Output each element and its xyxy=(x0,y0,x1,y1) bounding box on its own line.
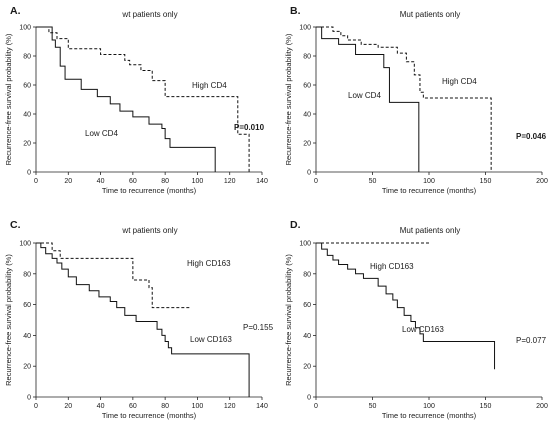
y-tick-label: 80 xyxy=(303,271,311,278)
x-tick-label: 80 xyxy=(161,178,169,185)
y-tick-label: 0 xyxy=(27,395,31,402)
y-tick-label: 0 xyxy=(307,170,311,177)
km-curve-low-cd163 xyxy=(316,242,496,370)
x-tick-label: 200 xyxy=(536,178,548,185)
x-tick-label: 50 xyxy=(369,403,377,410)
km-panel-a: A. wt patients only 0 20 40 60 80 100 0 20 40 60 80 1… xyxy=(4,5,268,195)
x-tick-label: 60 xyxy=(129,178,137,185)
panel-title: Mut patients only xyxy=(400,226,460,235)
x-tick-label: 0 xyxy=(34,178,38,185)
y-tick-label: 0 xyxy=(27,170,31,177)
y-tick-label: 60 xyxy=(23,83,31,90)
y-tick-label: 40 xyxy=(23,112,31,119)
km-curve-low-cd163 xyxy=(36,242,250,397)
y-axis-label: Recurrence-free survival probability (%) xyxy=(284,33,293,165)
y-tick-label: 100 xyxy=(299,241,311,248)
series-label-high-cd163: High CD163 xyxy=(370,262,414,271)
x-tick-label: 20 xyxy=(64,178,72,185)
y-tick-label: 100 xyxy=(299,25,311,32)
x-axis-label: Time to recurrence (months) xyxy=(382,411,477,420)
p-value-label: P=0.010 xyxy=(234,123,265,132)
x-tick-label: 120 xyxy=(224,403,236,410)
panel-title: Mut patients only xyxy=(400,10,460,19)
x-tick-label: 200 xyxy=(536,403,548,410)
y-axis-label: Recurrence-free survival probability (%) xyxy=(284,254,293,386)
x-tick-label: 150 xyxy=(480,178,492,185)
x-tick-label: 0 xyxy=(314,403,318,410)
panel-letter: B. xyxy=(290,5,301,17)
x-tick-label: 100 xyxy=(192,178,204,185)
x-tick-label: 60 xyxy=(129,403,137,410)
km-curve-low-cd4 xyxy=(316,26,420,172)
panel-letter: A. xyxy=(10,5,21,17)
x-tick-label: 50 xyxy=(369,178,377,185)
y-axis-label: Recurrence-free survival probability (%) xyxy=(4,254,13,386)
x-tick-label: 0 xyxy=(34,403,38,410)
km-curve-high-cd163 xyxy=(36,242,190,309)
km-panel-b: B. Mut patients only 0 20 40 60 80 100 0 50 100 150… xyxy=(284,5,548,195)
series-label-low-cd163: Low CD163 xyxy=(402,325,444,334)
x-tick-label: 100 xyxy=(192,403,204,410)
km-curve-high-cd4 xyxy=(36,26,250,172)
y-tick-label: 0 xyxy=(307,395,311,402)
y-tick-label: 80 xyxy=(23,271,31,278)
series-label-low-cd163: Low CD163 xyxy=(190,335,232,344)
y-tick-label: 60 xyxy=(23,302,31,309)
series-label-high-cd4: High CD4 xyxy=(192,81,227,90)
x-tick-label: 40 xyxy=(97,403,105,410)
p-value-label: P=0.077 xyxy=(516,336,547,345)
p-value-label: P=0.155 xyxy=(243,323,274,332)
series-label-low-cd4: Low CD4 xyxy=(85,129,118,138)
y-tick-label: 40 xyxy=(303,112,311,119)
y-tick-label: 20 xyxy=(303,141,311,148)
y-tick-label: 100 xyxy=(19,241,31,248)
y-axis-label: Recurrence-free survival probability (%) xyxy=(4,33,13,165)
y-tick-label: 40 xyxy=(303,333,311,340)
series-label-high-cd4: High CD4 xyxy=(442,77,477,86)
x-axis-label: Time to recurrence (months) xyxy=(382,186,477,195)
km-curve-high-cd4 xyxy=(316,26,492,172)
x-tick-label: 0 xyxy=(314,178,318,185)
x-tick-label: 120 xyxy=(224,178,236,185)
panel-letter: C. xyxy=(10,219,21,231)
x-tick-label: 150 xyxy=(480,403,492,410)
panel-title: wt patients only xyxy=(121,10,177,19)
km-curve-low-cd4 xyxy=(36,26,216,172)
x-tick-label: 140 xyxy=(256,403,268,410)
y-tick-label: 20 xyxy=(23,364,31,371)
p-value-label: P=0.046 xyxy=(516,132,547,141)
series-label-high-cd163: High CD163 xyxy=(187,259,231,268)
y-tick-label: 80 xyxy=(303,54,311,61)
y-tick-label: 40 xyxy=(23,333,31,340)
x-axis-label: Time to recurrence (months) xyxy=(102,411,197,420)
x-tick-label: 100 xyxy=(423,178,435,185)
y-tick-label: 60 xyxy=(303,83,311,90)
y-tick-label: 60 xyxy=(303,302,311,309)
y-tick-label: 80 xyxy=(23,54,31,61)
x-tick-label: 80 xyxy=(161,403,169,410)
x-tick-label: 100 xyxy=(423,403,435,410)
y-tick-label: 100 xyxy=(19,25,31,32)
y-tick-label: 20 xyxy=(303,364,311,371)
x-tick-label: 140 xyxy=(256,178,268,185)
x-axis-label: Time to recurrence (months) xyxy=(102,186,197,195)
series-label-low-cd4: Low CD4 xyxy=(348,91,381,100)
km-panel-c: C. wt patients only 0 20 40 60 80 100 0 20 40 60 80 1… xyxy=(4,219,274,420)
x-tick-label: 40 xyxy=(97,178,105,185)
panel-letter: D. xyxy=(290,219,301,231)
panel-title: wt patients only xyxy=(121,226,177,235)
km-panel-d: D. Mut patients only 0 20 40 60 80 100 0 50 100 150… xyxy=(284,219,548,420)
x-tick-label: 20 xyxy=(64,403,72,410)
y-tick-label: 20 xyxy=(23,141,31,148)
